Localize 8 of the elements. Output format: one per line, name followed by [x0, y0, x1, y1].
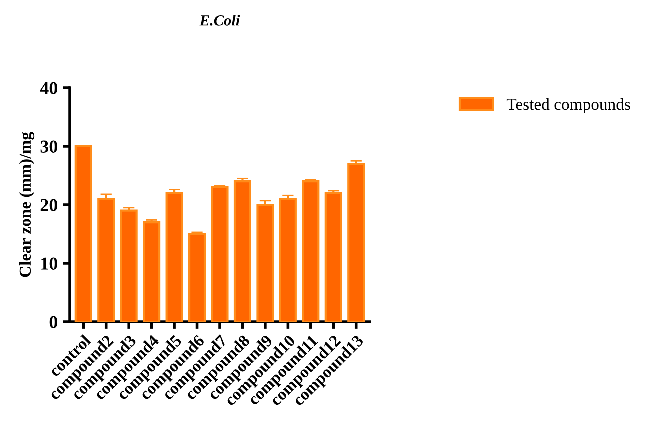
chart-title: E.Coli [200, 15, 240, 26]
legend-label: Tested compounds [506, 98, 630, 114]
y-axis-title: Clear zone (mm)/mg [19, 132, 35, 278]
y-tick-label: 30 [40, 140, 58, 153]
y-tick-label: 40 [40, 82, 58, 94]
y-tick-label: 10 [42, 258, 58, 270]
y-tick-label: 20 [40, 199, 58, 212]
y-tick-label: 0 [50, 316, 58, 328]
